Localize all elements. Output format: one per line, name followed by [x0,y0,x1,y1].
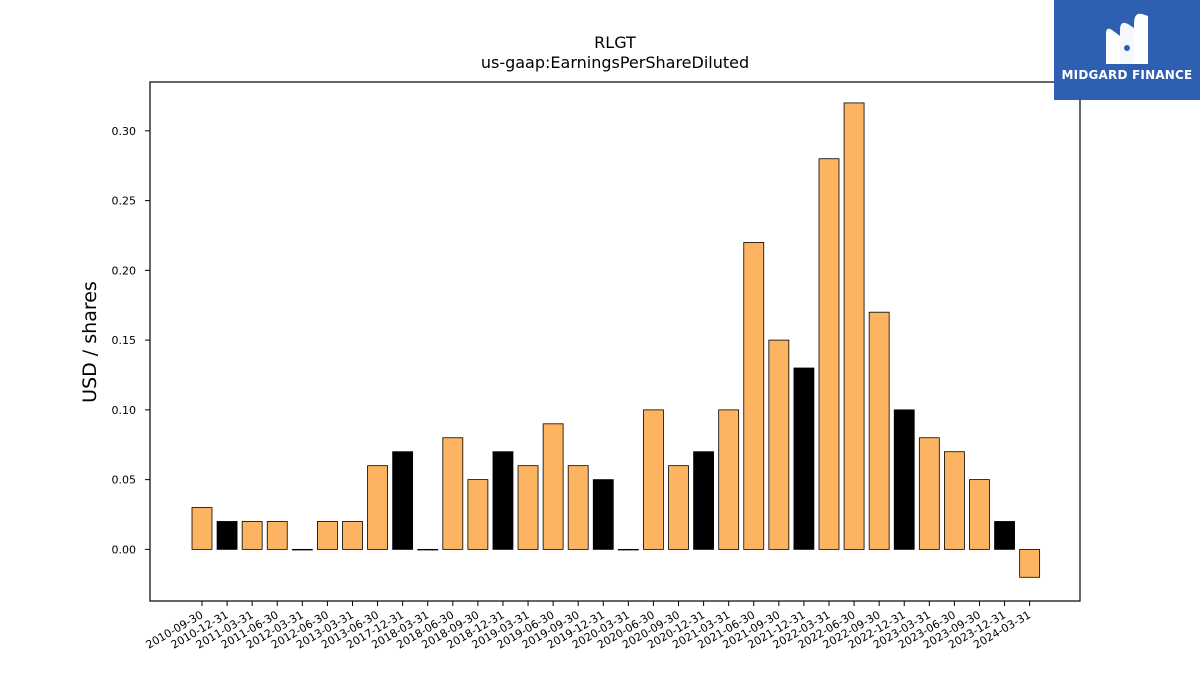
chart-title: RLGT [594,33,636,52]
bar-2021-06-30 [743,242,765,550]
y-tick-label: 0.20 [112,264,137,277]
bar-2020-12-31 [693,451,714,550]
bar-2023-03-31 [918,437,940,550]
bar-2018-03-31 [417,548,439,551]
bar-2020-06-30 [643,409,664,550]
bar-2013-03-31 [342,521,363,550]
bar-2010-12-31 [216,521,238,550]
bar-2018-09-30 [467,479,489,550]
bar-2020-03-31 [617,548,639,551]
bar-2019-12-31 [592,479,614,550]
x-ticks-group: 2010-09-302010-12-312011-03-312011-06-30… [144,601,1033,652]
bar-2022-09-30 [868,311,890,550]
bar-2012-03-31 [291,548,313,551]
chart-subtitle: us-gaap:EarningsPerShareDiluted [481,53,749,72]
bar-2018-12-31 [492,451,514,550]
y-tick-label: 0.05 [112,474,137,487]
bar-2023-12-31 [994,521,1015,550]
bars-group [191,102,1041,578]
y-axis-label: USD / shares [79,281,101,403]
bar-2019-03-31 [517,465,539,550]
bar-2019-09-30 [567,465,589,550]
bar-2020-09-30 [668,465,689,550]
bar-2024-03-31 [1019,548,1041,578]
y-tick-label: 0.30 [112,125,137,138]
y-tick-label: 0.00 [112,543,137,556]
y-tick-label: 0.10 [112,404,137,417]
plot-frame [149,81,1081,602]
y-tick-label: 0.15 [112,334,137,347]
bar-2021-09-30 [768,339,790,550]
bar-2012-06-30 [316,521,338,550]
y-tick-label: 0.25 [112,195,137,208]
bar-2023-06-30 [944,451,965,550]
bar-2022-06-30 [843,102,865,550]
bar-2021-12-31 [793,367,815,550]
midgard-logo-icon [1106,13,1148,65]
bar-2022-03-31 [818,158,840,550]
bar-2018-06-30 [442,437,464,550]
bar-2023-09-30 [969,479,990,550]
bar-2011-03-31 [241,521,263,550]
bar-2010-09-30 [191,507,213,550]
bar-2013-06-30 [367,465,388,550]
brand-logo: MIDGARD FINANCE [1054,0,1200,100]
bar-2021-03-31 [718,409,740,550]
bar-2019-06-30 [542,423,564,550]
y-ticks-group: 0.00 0.05 0.10 0.15 0.20 0.25 0.30 [112,125,150,556]
bar-2011-06-30 [266,521,288,550]
brand-logo-text: MIDGARD FINANCE [1061,68,1193,82]
bar-2022-12-31 [893,409,915,550]
bar-2017-12-31 [392,451,414,550]
